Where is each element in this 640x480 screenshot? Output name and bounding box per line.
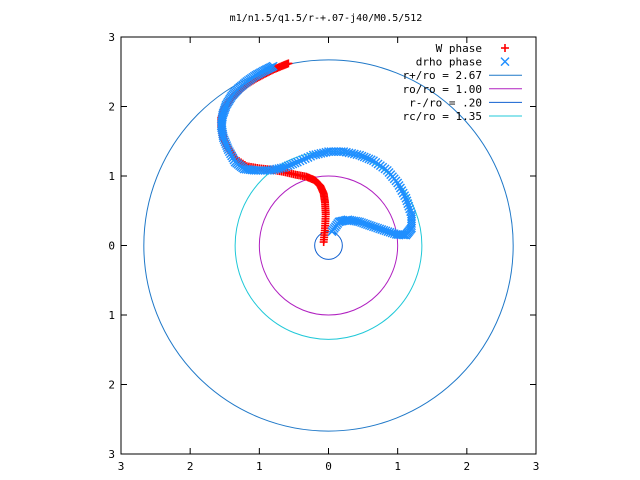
y-axis-ticks: 3 2 1 0 1 2 3 (108, 31, 536, 461)
data-point (397, 186, 407, 196)
data-point (303, 152, 313, 162)
phase-points (216, 59, 416, 247)
x-tick-label: 3 (533, 460, 540, 473)
x-tick-label: 1 (256, 460, 263, 473)
data-point (284, 59, 293, 68)
data-point (402, 196, 412, 206)
data-point (308, 150, 318, 160)
circle-roro-ring (258, 175, 399, 316)
data-point (300, 154, 310, 164)
data-point (406, 207, 416, 217)
y-tick-label: 1 (108, 309, 115, 322)
data-point (400, 191, 410, 201)
x-tick-label: 1 (394, 460, 401, 473)
y-tick-label: 2 (108, 101, 115, 114)
data-point (355, 150, 365, 160)
x-tick-label: 3 (118, 460, 125, 473)
y-tick-label: 3 (108, 448, 115, 461)
legend-label: W phase (436, 42, 482, 55)
data-point (306, 151, 316, 161)
data-point (364, 154, 374, 164)
y-tick-label: 1 (108, 170, 115, 183)
data-point (285, 160, 295, 170)
data-point (344, 148, 354, 158)
legend-label: ro/ro = 1.00 (403, 83, 482, 96)
data-point (394, 181, 404, 190)
series-drho-phase (216, 61, 416, 240)
data-point (290, 158, 300, 168)
legend-label: r-/ro = .20 (409, 96, 482, 109)
legend-marker (500, 57, 510, 67)
legend-label: r+/ro = 2.67 (403, 69, 482, 82)
data-point (366, 155, 376, 165)
data-point (368, 156, 378, 166)
x-tick-label: 0 (325, 460, 332, 473)
data-point (347, 148, 357, 158)
data-point (349, 149, 359, 159)
data-point (292, 157, 302, 167)
x-tick-label: 2 (187, 460, 194, 473)
data-point (217, 114, 227, 124)
circle-rro-ring (314, 231, 343, 260)
data-point (405, 204, 415, 214)
legend-marker (501, 44, 509, 52)
legend-label: drho phase (416, 56, 482, 69)
data-point (404, 201, 414, 211)
data-point (311, 150, 321, 160)
data-point (298, 155, 308, 165)
x-axis-ticks: 3 2 1 0 1 2 3 (118, 37, 540, 473)
legend-label: rc/ro = 1.35 (403, 110, 482, 123)
data-point (362, 153, 372, 163)
data-point (217, 112, 227, 122)
chart-title: m1/n1.5/q1.5/r-+.07-j40/M0.5/512 (230, 13, 423, 24)
data-point (288, 159, 298, 169)
data-point (395, 183, 405, 193)
data-point (398, 188, 408, 198)
y-tick-label: 2 (108, 379, 115, 392)
data-point (357, 151, 367, 161)
data-point (401, 193, 411, 203)
data-point (268, 61, 278, 71)
x-tick-label: 2 (464, 460, 471, 473)
y-tick-label: 0 (108, 240, 115, 253)
data-point (403, 199, 413, 209)
data-point (352, 150, 362, 160)
data-point (283, 161, 293, 171)
data-point (407, 209, 416, 219)
y-tick-label: 3 (108, 31, 115, 44)
data-point (359, 152, 369, 162)
circle-rro-ring (143, 59, 514, 432)
data-point (295, 156, 305, 166)
